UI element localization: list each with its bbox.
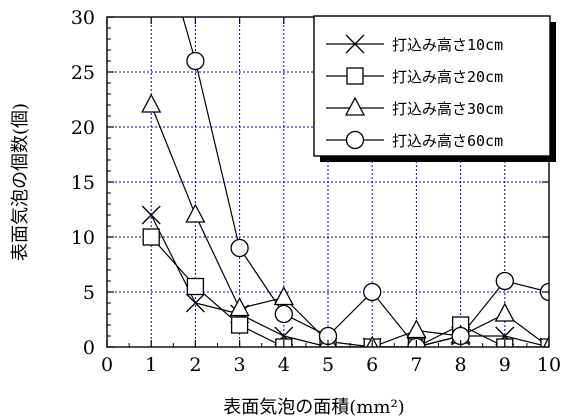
series-2-point-6 (406, 319, 427, 339)
series-2-point-9 (542, 335, 549, 347)
series-0-point-1 (185, 293, 205, 313)
legend-marker-2 (344, 96, 366, 116)
grid (107, 17, 549, 347)
series-3-point-3 (274, 304, 293, 324)
x-tick-label-8: 8 (455, 354, 467, 376)
legend-marker-3 (345, 130, 365, 150)
x-tick-label-9: 9 (499, 354, 511, 376)
series-1-point-2 (230, 316, 249, 334)
series-0-point-0 (141, 205, 161, 225)
x-tick-label-2: 2 (189, 354, 201, 376)
x-tick-label-6: 6 (366, 354, 378, 376)
x-tick-label-3: 3 (234, 354, 246, 376)
y-tick-label-5: 25 (71, 62, 95, 84)
legend-label-1: 打込み高さ20cm (392, 68, 503, 86)
series-2-point-3 (273, 286, 294, 306)
series-3-point-5 (363, 282, 382, 302)
tick-layer: 0 1 2 3 4 5 6 7 8 9 10 0 5 10 15 20 25 30 (71, 7, 561, 376)
legend-label-3: 打込み高さ60cm (392, 132, 503, 150)
y-tick-label-3: 15 (71, 172, 95, 194)
x-tick-label-0: 0 (101, 354, 113, 376)
series-3-point-8 (495, 271, 514, 291)
y-tick-label-6: 30 (71, 7, 95, 29)
legend-marker-1 (346, 67, 364, 85)
x-axis-label: 表面気泡の面積(mm²) (223, 397, 404, 418)
series-3-point-2 (230, 238, 249, 258)
x-tick-label-7: 7 (410, 354, 422, 376)
y-axis-label: 表面気泡の個数(個) (10, 103, 31, 261)
series-layer (141, 17, 549, 347)
series-line-1 (150, 236, 549, 347)
series-2-point-0 (141, 93, 162, 113)
x-tick-label-5: 5 (322, 354, 334, 376)
legend-marker-0 (345, 34, 365, 54)
x-tick-label-1: 1 (145, 354, 157, 376)
legend-label-2: 打込み高さ30cm (392, 100, 503, 118)
series-1-point-0 (142, 228, 160, 246)
series-2-point-2 (229, 297, 250, 317)
y-tick-label-0: 0 (83, 337, 95, 359)
series-2-point-8 (494, 302, 515, 322)
y-tick-label-4: 20 (71, 117, 95, 139)
x-tick-label-4: 4 (278, 354, 290, 376)
series-2-point-1 (185, 203, 206, 223)
series-1-point-1 (186, 277, 205, 296)
series-line-3 (182, 17, 549, 347)
x-tick-label-10: 10 (537, 354, 561, 376)
legend: 打込み高さ10cm 打込み高さ20cm 打込み高さ30cm 打込み高さ60cm (313, 15, 556, 162)
legend-label-0: 打込み高さ10cm (392, 36, 503, 54)
series-3-point-1 (186, 51, 205, 71)
series-1-point-9 (540, 338, 549, 347)
y-tick-label-1: 5 (83, 282, 95, 304)
y-tick-label-2: 10 (71, 227, 95, 249)
series-line-0 (150, 214, 549, 347)
